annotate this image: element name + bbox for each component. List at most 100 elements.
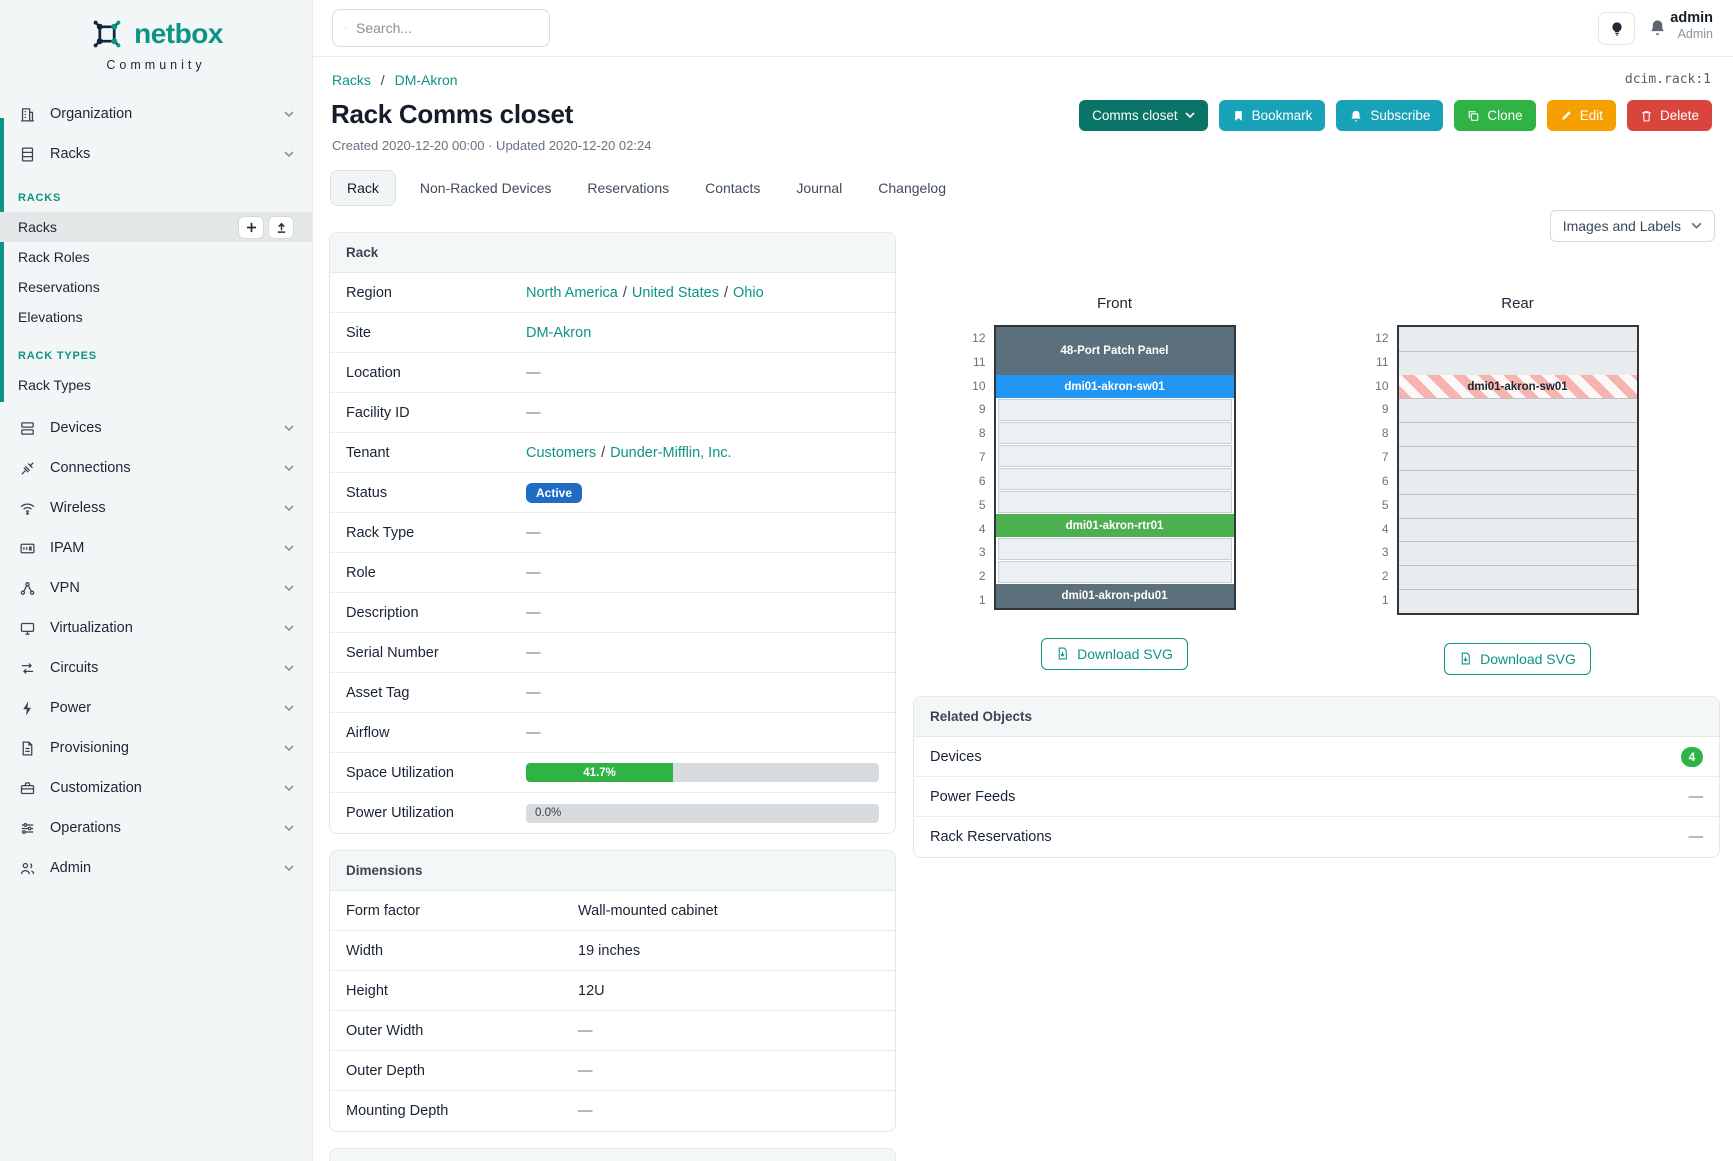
unit-number: 7 (978, 450, 986, 465)
rack-unit-empty[interactable] (997, 399, 1232, 422)
rack-unit-empty[interactable] (1398, 327, 1637, 351)
subscribe-button[interactable]: Subscribe (1336, 100, 1444, 131)
download-svg-front-button[interactable]: Download SVG (1041, 637, 1188, 670)
front-elevation: Front 12 11 10 9 8 7 6 5 4 3 2 1 48-Port Patch Pane… (913, 295, 1316, 675)
chevron-down-icon (284, 624, 294, 632)
power-utilization-value: 0.0% (535, 807, 562, 819)
rack-device-router[interactable]: dmi01-akron-rtr01 (995, 513, 1234, 538)
related-row-rack-reservations[interactable]: Rack Reservations — (914, 817, 1719, 857)
add-rack-button[interactable] (238, 215, 264, 239)
download-svg-rear-button[interactable]: Download SVG (1444, 642, 1591, 675)
device-label: dmi01-akron-sw01 (1064, 380, 1165, 393)
unit-number: 5 (978, 497, 986, 512)
sidebar-item-ipam[interactable]: IPAM (0, 528, 312, 568)
rack-unit-empty[interactable] (1398, 589, 1637, 613)
region-link[interactable]: United States (631, 284, 719, 301)
sidebar-item-customization[interactable]: Customization (0, 768, 312, 808)
space-utilization-fill: 41.7% (526, 763, 674, 782)
rack-device-switch-rear[interactable]: dmi01-akron-sw01 (1398, 374, 1637, 399)
tenant-link[interactable]: Dunder-Mifflin, Inc. (610, 444, 732, 461)
rack-device-patch-panel[interactable]: 48-Port Patch Panel (995, 327, 1234, 375)
unit-numbers: 12 11 10 9 8 7 6 5 4 3 2 1 (956, 327, 986, 613)
search-input[interactable] (356, 20, 537, 36)
rack-unit-empty[interactable] (997, 561, 1232, 584)
theme-toggle-button[interactable] (1598, 12, 1635, 45)
related-row-devices[interactable]: Devices 4 (914, 737, 1719, 777)
tab-rack[interactable]: Rack (330, 170, 396, 206)
sidebar-item-devices[interactable]: Devices (0, 408, 312, 448)
rack-unit-empty[interactable] (997, 445, 1232, 467)
unit-number: 2 (978, 569, 986, 584)
tab-changelog[interactable]: Changelog (878, 180, 947, 196)
netbox-logo[interactable]: netbox (0, 0, 312, 52)
sidebar-item-racks[interactable]: Racks (0, 212, 312, 242)
import-rack-button[interactable] (268, 215, 294, 239)
unit-number: 1 (1381, 593, 1389, 608)
rack-unit-empty[interactable] (1398, 565, 1637, 590)
sidebar-item-power[interactable]: Power (0, 688, 312, 728)
rack-unit-empty[interactable] (1398, 493, 1637, 518)
sidebar-item-operations[interactable]: Operations (0, 808, 312, 848)
site-link[interactable]: DM-Akron (526, 324, 592, 341)
rack-elevation-front: 12 11 10 9 8 7 6 5 4 3 2 1 48-Port Patch Panel dmi0… (972, 325, 1236, 610)
rack-unit-empty[interactable] (1398, 446, 1637, 470)
table-row-region: Region North America / United States / Ohio (330, 273, 895, 313)
unit-number: 10 (972, 378, 986, 393)
sidebar-item-circuits[interactable]: Circuits (0, 648, 312, 688)
tab-journal[interactable]: Journal (796, 180, 843, 196)
rack-unit-empty[interactable] (997, 538, 1232, 561)
rack-unit-empty[interactable] (1398, 350, 1637, 375)
rack-device-switch[interactable]: dmi01-akron-sw01 (995, 374, 1234, 399)
global-search[interactable] (332, 9, 550, 47)
rack-unit-empty[interactable] (1398, 422, 1637, 447)
sidebar-item-label: Operations (50, 820, 121, 836)
sidebar-item-elevations[interactable]: Elevations (0, 302, 312, 332)
edit-button[interactable]: Edit (1546, 100, 1616, 131)
rack-unit-empty[interactable] (997, 467, 1232, 490)
rack-unit-empty[interactable] (1398, 469, 1637, 494)
sidebar-item-admin[interactable]: Admin (0, 848, 312, 888)
unit-numbers: 12 11 10 9 8 7 6 5 4 3 2 1 (1359, 327, 1389, 613)
sidebar-item-connections[interactable]: Connections (0, 448, 312, 488)
tab-contacts[interactable]: Contacts (705, 180, 761, 196)
rack-unit-empty[interactable] (997, 490, 1232, 513)
delete-button[interactable]: Delete (1626, 100, 1712, 131)
sidebar-item-rack-roles[interactable]: Rack Roles (0, 242, 312, 272)
region-link[interactable]: North America (526, 284, 618, 301)
sidebar-item-wireless[interactable]: Wireless (0, 488, 312, 528)
download-svg-label: Download SVG (1480, 650, 1576, 667)
sidebar-item-organization[interactable]: Organization (0, 94, 312, 134)
tenant-group-link[interactable]: Customers (526, 444, 597, 461)
unit-number: 3 (978, 545, 986, 560)
rear-elevation-title: Rear (1501, 295, 1534, 312)
user-menu[interactable]: admin Admin (1670, 9, 1713, 43)
rack-name-dropdown-button[interactable]: Comms closet (1079, 100, 1208, 131)
sidebar-item-vpn[interactable]: VPN (0, 568, 312, 608)
tab-non-racked-devices[interactable]: Non-Racked Devices (419, 180, 552, 196)
rack-device-pdu[interactable]: dmi01-akron-pdu01 (995, 584, 1234, 608)
rack-unit-empty[interactable] (1398, 398, 1637, 423)
network-nodes-icon (18, 579, 36, 597)
rack-unit-empty[interactable] (997, 422, 1232, 445)
region-link[interactable]: Ohio (733, 284, 764, 301)
rack-panel: Rack Region North America / United States /… (329, 232, 896, 834)
related-row-power-feeds[interactable]: Power Feeds — (914, 777, 1719, 817)
bell-icon (1651, 20, 1664, 36)
sidebar-item-provisioning[interactable]: Provisioning (0, 728, 312, 768)
bookmark-button[interactable]: Bookmark (1218, 100, 1326, 131)
clone-button[interactable]: Clone (1454, 100, 1536, 131)
sidebar-item-label: Racks (18, 219, 57, 235)
rack-unit-empty[interactable] (1398, 541, 1637, 566)
devices-count-badge: 4 (1681, 746, 1703, 767)
breadcrumb-link-site[interactable]: DM-Akron (394, 72, 458, 88)
sidebar-item-rack-types[interactable]: Rack Types (0, 370, 312, 400)
elevation-view-label: Images and Labels (1562, 218, 1681, 234)
rack-unit-empty[interactable] (1398, 517, 1637, 542)
sidebar-item-virtualization[interactable]: Virtualization (0, 608, 312, 648)
tab-reservations[interactable]: Reservations (587, 180, 670, 196)
breadcrumb-link-racks[interactable]: Racks (332, 72, 371, 88)
sidebar-item-racks-group[interactable]: Racks (0, 134, 312, 174)
notifications-button[interactable] (1648, 18, 1667, 42)
elevation-view-dropdown[interactable]: Images and Labels (1549, 210, 1715, 242)
sidebar-item-reservations[interactable]: Reservations (0, 272, 312, 302)
